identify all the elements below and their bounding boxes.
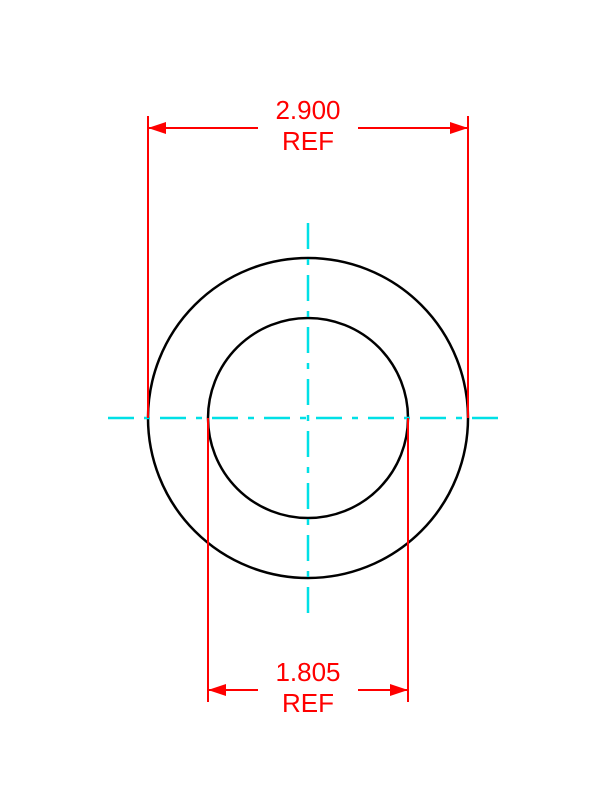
dim-ref: REF [282, 688, 334, 718]
dim-value: 1.805 [275, 657, 340, 687]
dim-value: 2.900 [275, 95, 340, 125]
dim-ref: REF [282, 126, 334, 156]
